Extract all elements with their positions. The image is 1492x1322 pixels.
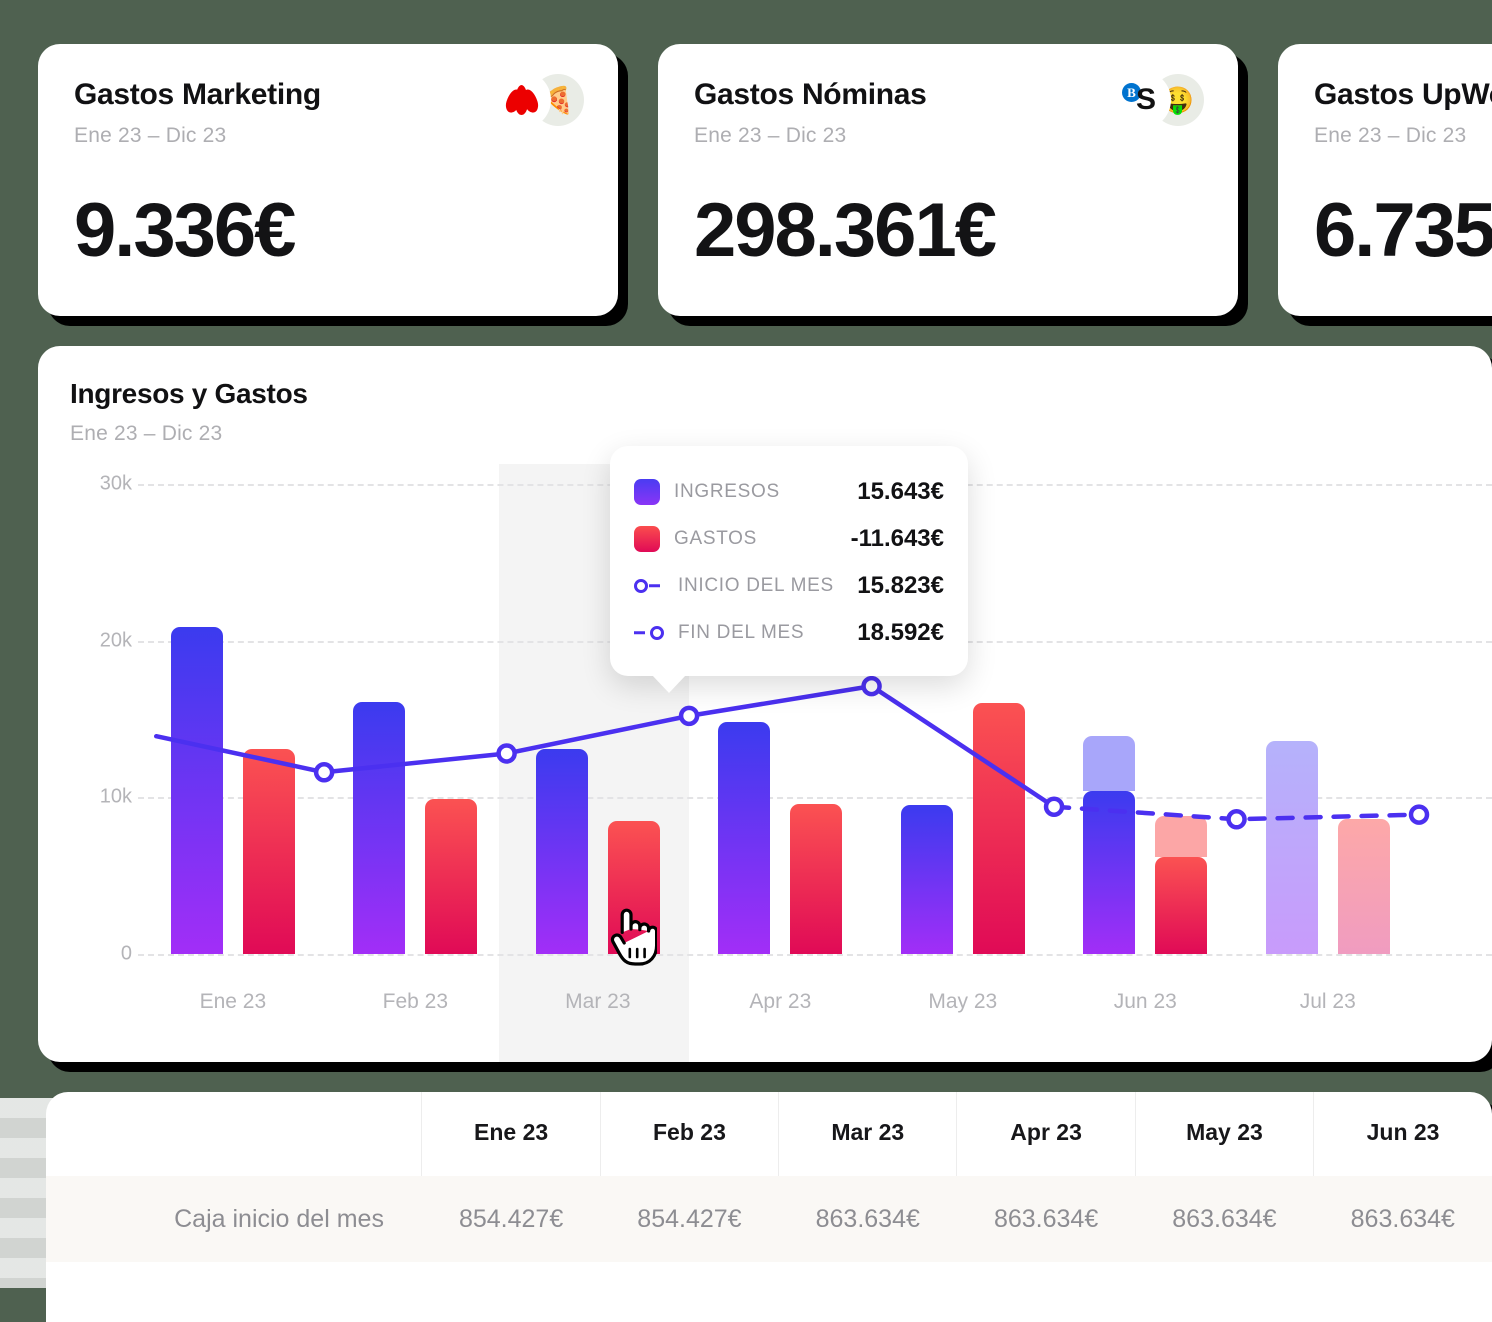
tooltip-row-fin-del-mes: FIN DEL MES 18.592€ xyxy=(634,609,944,656)
bar-income-apr-23[interactable] xyxy=(718,722,771,954)
income-swatch-icon xyxy=(634,478,660,505)
tooltip-value: 15.823€ xyxy=(857,571,944,599)
line-start-marker-icon xyxy=(634,573,664,599)
kpi-card-gastos-marketing[interactable]: Gastos Marketing Ene 23 – Dic 23 9.336€ … xyxy=(38,44,618,316)
cash-line-point-3[interactable] xyxy=(678,705,700,727)
chart-title: Ingresos y Gastos xyxy=(70,378,308,409)
chart-date-range: Ene 23 – Dic 23 xyxy=(70,422,223,445)
tooltip-label: GASTOS xyxy=(674,527,758,549)
cashflow-table: Ene 23 Feb 23 Mar 23 Apr 23 May 23 Jun 23 Caj… xyxy=(46,1092,1492,1262)
santander-logo-icon xyxy=(496,74,548,126)
y-axis-tick-10k: 10k xyxy=(99,785,132,808)
tooltip-label: INGRESOS xyxy=(674,480,780,502)
gridline-0 xyxy=(138,954,1492,956)
table-col-header-jun-23[interactable]: Jun 23 xyxy=(1313,1092,1492,1176)
kpi-title: Gastos Marketing xyxy=(74,78,321,111)
bar-expense-jul-23-forecast[interactable] xyxy=(1337,819,1390,954)
x-axis-tick-ene-23[interactable]: Ene 23 xyxy=(199,990,267,1013)
bar-expense-may-23[interactable] xyxy=(972,703,1025,954)
bar-income-jun-23[interactable] xyxy=(1083,791,1136,954)
table-cell-feb-23: 854.427€ xyxy=(600,1176,779,1262)
table-cell-apr-23: 863.634€ xyxy=(956,1176,1136,1262)
table-col-header-mar-23[interactable]: Mar 23 xyxy=(778,1092,957,1176)
kpi-value: 9.336€ xyxy=(74,188,296,273)
cash-line-layer xyxy=(153,675,1430,830)
gridline-10k xyxy=(138,797,1492,800)
cash-line-point-2[interactable] xyxy=(496,743,517,764)
kpi-title: Gastos Nóminas xyxy=(694,78,927,111)
bar-expense-jun-23[interactable] xyxy=(1155,856,1208,954)
table-header-row: Ene 23 Feb 23 Mar 23 Apr 23 May 23 Jun 23 xyxy=(46,1092,1492,1176)
ingresos-gastos-chart-card[interactable]: Ingresos y Gastos Ene 23 – Dic 23 0 10k 20… xyxy=(38,346,1492,1062)
bar-expense-ene-23[interactable] xyxy=(242,748,295,954)
tooltip-label: INICIO DEL MES xyxy=(678,574,834,596)
tooltip-row-gastos: GASTOS -11.643€ xyxy=(634,515,944,562)
kpi-title: Gastos UpWo xyxy=(1314,78,1492,111)
account-avatar-group[interactable]: 🍕 xyxy=(496,74,584,126)
line-end-marker-icon xyxy=(634,620,664,646)
flame-icon xyxy=(503,85,541,115)
tooltip-value: -11.643€ xyxy=(850,524,944,552)
cash-line-actual xyxy=(153,683,1057,809)
y-axis-tick-30k: 30k xyxy=(99,472,132,495)
table-cell-jun-23: 863.634€ xyxy=(1313,1176,1492,1262)
table-col-header-ene-23[interactable]: Ene 23 xyxy=(421,1092,601,1176)
kpi-value: 298.361€ xyxy=(694,188,997,273)
x-axis-tick-may-23[interactable]: May 23 xyxy=(928,990,998,1013)
tooltip-value: 15.643€ xyxy=(857,477,944,505)
table-header: Ene 23 Feb 23 Mar 23 Apr 23 May 23 Jun 23 xyxy=(46,1092,1492,1176)
cash-line-point-1[interactable] xyxy=(313,762,335,783)
table-col-header-feb-23[interactable]: Feb 23 xyxy=(599,1092,779,1176)
table-col-header-may-23[interactable]: May 23 xyxy=(1134,1092,1314,1176)
chart-header: Ingresos y Gastos Ene 23 – Dic 23 xyxy=(38,378,1492,446)
cash-line-point-5[interactable] xyxy=(1043,796,1065,817)
x-axis-tick-mar-23[interactable]: Mar 23 xyxy=(565,990,631,1013)
y-axis-tick-0: 0 xyxy=(120,942,132,965)
x-axis-tick-feb-23[interactable]: Feb 23 xyxy=(382,990,449,1013)
bar-income-may-23[interactable] xyxy=(900,805,953,954)
table-body: Caja inicio del mes 854.427€ 854.427€ 863.6… xyxy=(46,1176,1492,1262)
kpi-date-range: Ene 23 – Dic 23 xyxy=(74,124,227,147)
bar-income-jul-23-forecast[interactable] xyxy=(1265,740,1318,954)
cash-line-point-6[interactable] xyxy=(1226,809,1247,830)
expense-swatch-icon xyxy=(634,525,660,552)
tooltip-row-inicio-del-mes: INICIO DEL MES 15.823€ xyxy=(634,562,944,609)
bar-income-mar-23[interactable] xyxy=(535,748,588,954)
x-axis-tick-jul-23[interactable]: Jul 23 xyxy=(1299,990,1356,1013)
x-axis-tick-apr-23[interactable]: Apr 23 xyxy=(749,990,812,1013)
chart-tooltip: INGRESOS 15.643€ GASTOS -11.643€ INICIO … xyxy=(610,446,968,693)
y-axis-tick-20k: 20k xyxy=(99,629,132,652)
table-col-header-apr-23[interactable]: Apr 23 xyxy=(956,1092,1136,1176)
table-row-label: Caja inicio del mes xyxy=(46,1176,422,1262)
cash-line-point-7[interactable] xyxy=(1408,804,1430,825)
cash-line-point-4[interactable] xyxy=(861,675,882,697)
table-cell-may-23: 863.634€ xyxy=(1135,1176,1314,1262)
tooltip-value: 18.592€ xyxy=(857,618,944,646)
table-row[interactable]: Caja inicio del mes 854.427€ 854.427€ 863.6… xyxy=(46,1176,1492,1262)
cashflow-table-card[interactable]: Ene 23 Feb 23 Mar 23 Apr 23 May 23 Jun 23 Caj… xyxy=(46,1092,1492,1322)
kpi-card-gastos-upwork[interactable]: Gastos UpWo Ene 23 – Dic 23 6.735 xyxy=(1278,44,1492,316)
tooltip-row-ingresos: INGRESOS 15.643€ xyxy=(634,468,944,515)
table-col-header-blank[interactable] xyxy=(46,1092,422,1176)
kpi-date-range: Ene 23 – Dic 23 xyxy=(694,124,847,147)
bar-income-feb-23[interactable] xyxy=(353,701,406,954)
bar-expense-feb-23[interactable] xyxy=(425,798,478,954)
kpi-card-gastos-nominas[interactable]: Gastos Nóminas Ene 23 – Dic 23 298.361€ … xyxy=(658,44,1238,316)
kpi-date-range: Ene 23 – Dic 23 xyxy=(1314,124,1467,147)
x-axis-tick-jun-23[interactable]: Jun 23 xyxy=(1113,990,1177,1013)
table-cell-mar-23: 863.634€ xyxy=(778,1176,957,1262)
bar-expense-jun-23-projected[interactable] xyxy=(1155,816,1208,857)
table-cell-ene-23: 854.427€ xyxy=(421,1176,601,1262)
kpi-value: 6.735 xyxy=(1314,188,1492,273)
tooltip-label: FIN DEL MES xyxy=(678,621,805,643)
bar-income-jun-23-projected[interactable] xyxy=(1083,736,1136,792)
bar-expense-apr-23[interactable] xyxy=(790,803,843,954)
bar-income-ene-23[interactable] xyxy=(170,626,223,954)
